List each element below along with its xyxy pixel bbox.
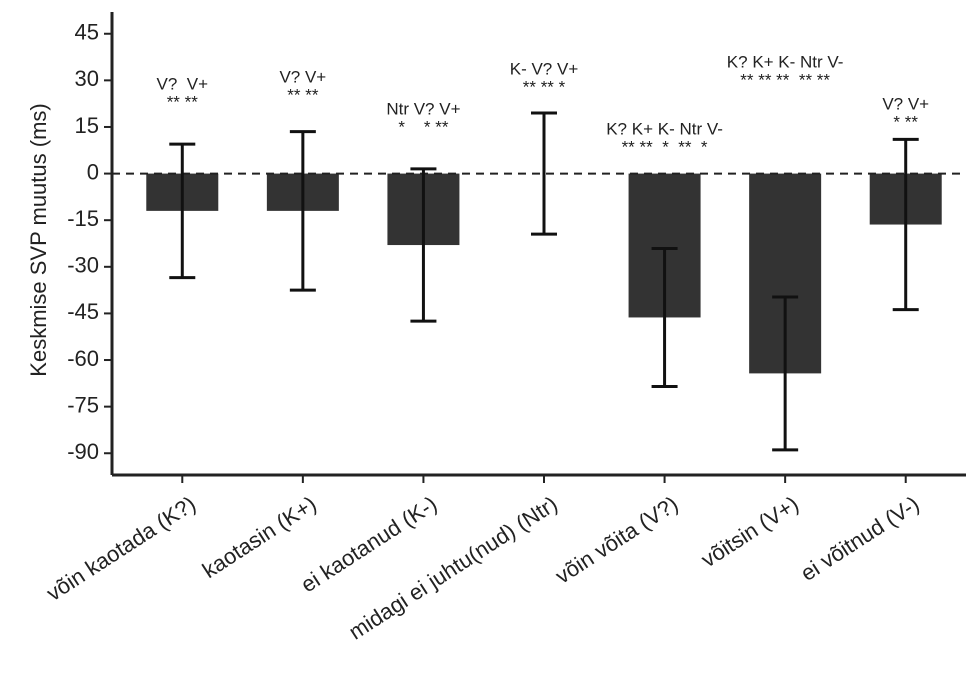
x-tick-label: ei võitnud (V-) [796, 491, 923, 586]
annotation-stars: * ** [893, 112, 918, 131]
annotation-label: V? V+ [279, 67, 326, 86]
annotation-label: K- V? V+ [510, 59, 579, 78]
annotation-stars: ** ** * [523, 77, 566, 96]
annotation-stars: ** ** * ** * [622, 137, 708, 156]
y-tick-label: -15 [67, 206, 99, 231]
y-tick-label: -90 [67, 439, 99, 464]
y-tick-label: 30 [75, 66, 99, 91]
y-tick-label: 45 [75, 20, 99, 45]
x-tick-label: võitsin (V+) [697, 491, 803, 572]
error-bar [169, 142, 196, 280]
error-bar [772, 295, 799, 452]
y-tick-label: -75 [67, 392, 99, 417]
annotation-label: K? K+ K- Ntr V- [606, 119, 723, 138]
y-axis-label: Keskmise SVP muutus (ms) [26, 103, 51, 376]
x-tick-label: midagi ei juhtu(nud) (Ntr) [344, 491, 562, 644]
annotation-stars: ** ** ** ** ** [740, 70, 830, 89]
annotation-stars: ** ** [167, 92, 199, 111]
annotation-label: V? V+ [157, 74, 209, 93]
error-bar [892, 137, 919, 312]
x-tick-label: võin võita (V?) [551, 491, 683, 589]
annotation-label: Ntr V? V+ [386, 99, 460, 118]
annotation-stars: ** ** [287, 85, 319, 104]
annotation-label: K? K+ K- Ntr V- [727, 52, 844, 71]
error-bar [651, 246, 678, 388]
x-tick-label: võin kaotada (K?) [42, 491, 200, 606]
error-bar [410, 167, 437, 323]
annotation-label: V? V+ [882, 94, 929, 113]
y-tick-label: 15 [75, 113, 99, 138]
y-tick-label: -60 [67, 346, 99, 371]
x-tick-label: kaotasin (K+) [198, 491, 321, 583]
error-bar [531, 111, 557, 236]
error-bar [289, 130, 316, 292]
y-tick-label: -30 [67, 253, 99, 278]
y-tick-label: 0 [87, 159, 99, 184]
y-tick-label: -45 [67, 299, 99, 324]
annotation-stars: * * ** [398, 117, 448, 136]
